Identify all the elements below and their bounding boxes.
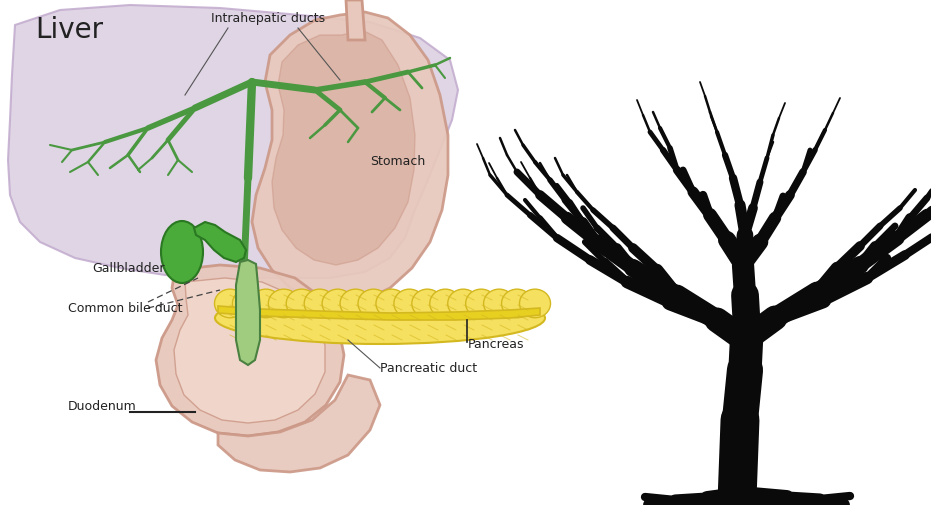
Ellipse shape [394, 289, 425, 318]
Text: Pancreatic duct: Pancreatic duct [380, 362, 477, 375]
Ellipse shape [340, 289, 371, 318]
Polygon shape [218, 306, 540, 320]
Ellipse shape [376, 289, 407, 318]
Ellipse shape [268, 289, 300, 318]
Ellipse shape [233, 289, 263, 318]
Text: Common bile duct: Common bile duct [68, 302, 182, 315]
Polygon shape [8, 5, 458, 278]
Text: Intrahepatic ducts: Intrahepatic ducts [211, 12, 325, 25]
Text: Pancreas: Pancreas [468, 338, 524, 351]
Ellipse shape [250, 289, 281, 318]
Polygon shape [272, 30, 415, 265]
Ellipse shape [519, 289, 550, 318]
Text: Gallbladder: Gallbladder [92, 262, 165, 275]
Polygon shape [194, 222, 246, 262]
Ellipse shape [358, 289, 389, 318]
Ellipse shape [466, 289, 497, 318]
Ellipse shape [502, 289, 533, 318]
Ellipse shape [214, 289, 246, 318]
Polygon shape [174, 278, 325, 423]
Polygon shape [156, 265, 344, 436]
Ellipse shape [286, 289, 317, 318]
Polygon shape [252, 12, 448, 305]
Text: Stomach: Stomach [370, 155, 425, 168]
Ellipse shape [161, 221, 203, 283]
Polygon shape [236, 260, 260, 365]
Text: Liver: Liver [35, 16, 103, 44]
Polygon shape [218, 375, 380, 472]
Ellipse shape [304, 289, 335, 318]
Polygon shape [346, 0, 365, 40]
Text: Duodenum: Duodenum [68, 400, 137, 413]
Ellipse shape [448, 289, 479, 318]
Ellipse shape [322, 289, 353, 318]
Ellipse shape [412, 289, 443, 318]
Ellipse shape [483, 289, 515, 318]
Ellipse shape [215, 292, 545, 344]
Ellipse shape [430, 289, 461, 318]
